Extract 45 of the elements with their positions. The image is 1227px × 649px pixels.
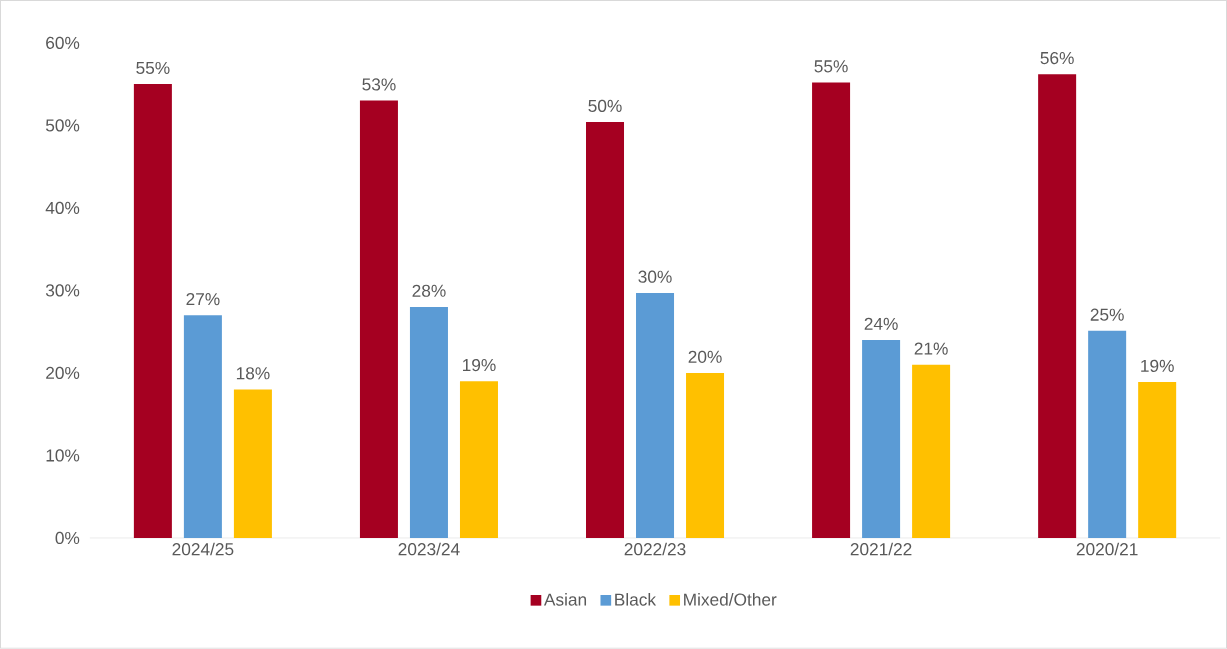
bar [912, 364, 951, 539]
y-tick-label: 10% [46, 449, 80, 462]
y-tick-label: 0% [55, 531, 80, 545]
data-label: 55% [136, 61, 170, 75]
x-tick-label: 2020/21 [1076, 542, 1138, 556]
legend-label: Asian [543, 593, 587, 606]
data-label: 55% [814, 60, 848, 73]
data-label: 24% [864, 317, 898, 330]
data-label: 56% [1040, 52, 1074, 65]
data-label: 21% [914, 342, 948, 355]
legend-label: Black [615, 593, 657, 606]
y-tick-label: 30% [45, 284, 80, 297]
bar [409, 306, 448, 539]
bar [233, 389, 272, 539]
y-tick-label: 60% [46, 36, 80, 50]
data-label: 27% [186, 293, 220, 306]
data-label: 20% [688, 350, 722, 363]
bar [686, 373, 725, 539]
data-label: 19% [1141, 359, 1174, 373]
bar [812, 82, 851, 539]
bar [133, 84, 172, 539]
x-tick-label: 2024/25 [172, 542, 234, 556]
x-tick-label: 2022/23 [624, 542, 686, 556]
data-label: 28% [412, 284, 446, 297]
bar [1138, 382, 1177, 539]
bar [586, 122, 625, 539]
x-tick-label: 2023/24 [398, 542, 460, 556]
bar [183, 315, 222, 539]
data-label: 30% [638, 270, 672, 283]
data-label: 19% [463, 358, 496, 372]
bar [1038, 74, 1077, 539]
legend-label: Mixed/Other [684, 593, 777, 606]
y-tick-label: 40% [45, 201, 80, 215]
bar [1088, 330, 1127, 539]
x-tick-label: 2021/22 [850, 542, 912, 556]
data-label: 25% [1090, 308, 1124, 321]
bar [459, 381, 498, 539]
data-label: 50% [588, 99, 622, 113]
data-label: 18% [236, 367, 270, 380]
y-tick-label: 20% [46, 366, 80, 380]
bar [862, 339, 901, 539]
bar [359, 100, 398, 539]
bar [636, 292, 675, 539]
data-label: 53% [362, 78, 396, 91]
y-tick-label: 50% [45, 119, 80, 132]
